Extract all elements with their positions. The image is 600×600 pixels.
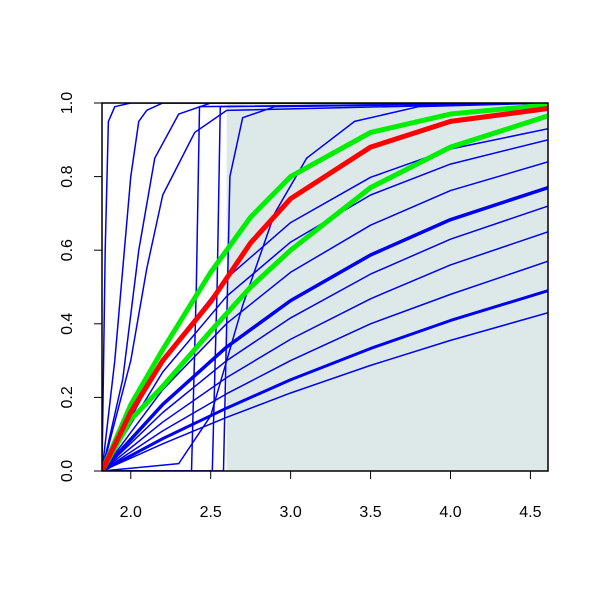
y-tick-label: 0.2	[59, 386, 76, 408]
y-tick-label: 0.6	[59, 239, 76, 261]
x-tick-label: 4.0	[439, 504, 461, 521]
y-tick-label: 0.8	[59, 165, 76, 187]
curve	[102, 103, 548, 471]
curve	[102, 103, 548, 471]
plot-box	[101, 102, 549, 472]
y-tick-label: 1.0	[59, 92, 76, 114]
curve	[102, 231, 548, 471]
x-tick-label: 3.5	[359, 504, 381, 521]
y-tick-label: 0.4	[59, 313, 76, 335]
x-tick-label: 2.5	[200, 504, 222, 521]
curve	[102, 103, 548, 471]
curve	[102, 103, 548, 471]
curve	[102, 103, 548, 471]
curve	[102, 289, 548, 471]
curve	[102, 260, 548, 471]
curve	[102, 312, 548, 471]
curve	[102, 113, 548, 471]
shaded-region	[226, 103, 548, 471]
x-tick-label: 2.0	[120, 504, 142, 521]
plot-area	[102, 103, 548, 471]
curve	[102, 106, 548, 471]
y-tick-label: 0.0	[59, 460, 76, 482]
x-tick-label: 3.0	[280, 504, 302, 521]
x-tick-label: 4.5	[519, 504, 541, 521]
curve	[102, 103, 548, 471]
curve	[102, 139, 548, 471]
curve	[102, 185, 548, 471]
curve	[102, 205, 548, 471]
